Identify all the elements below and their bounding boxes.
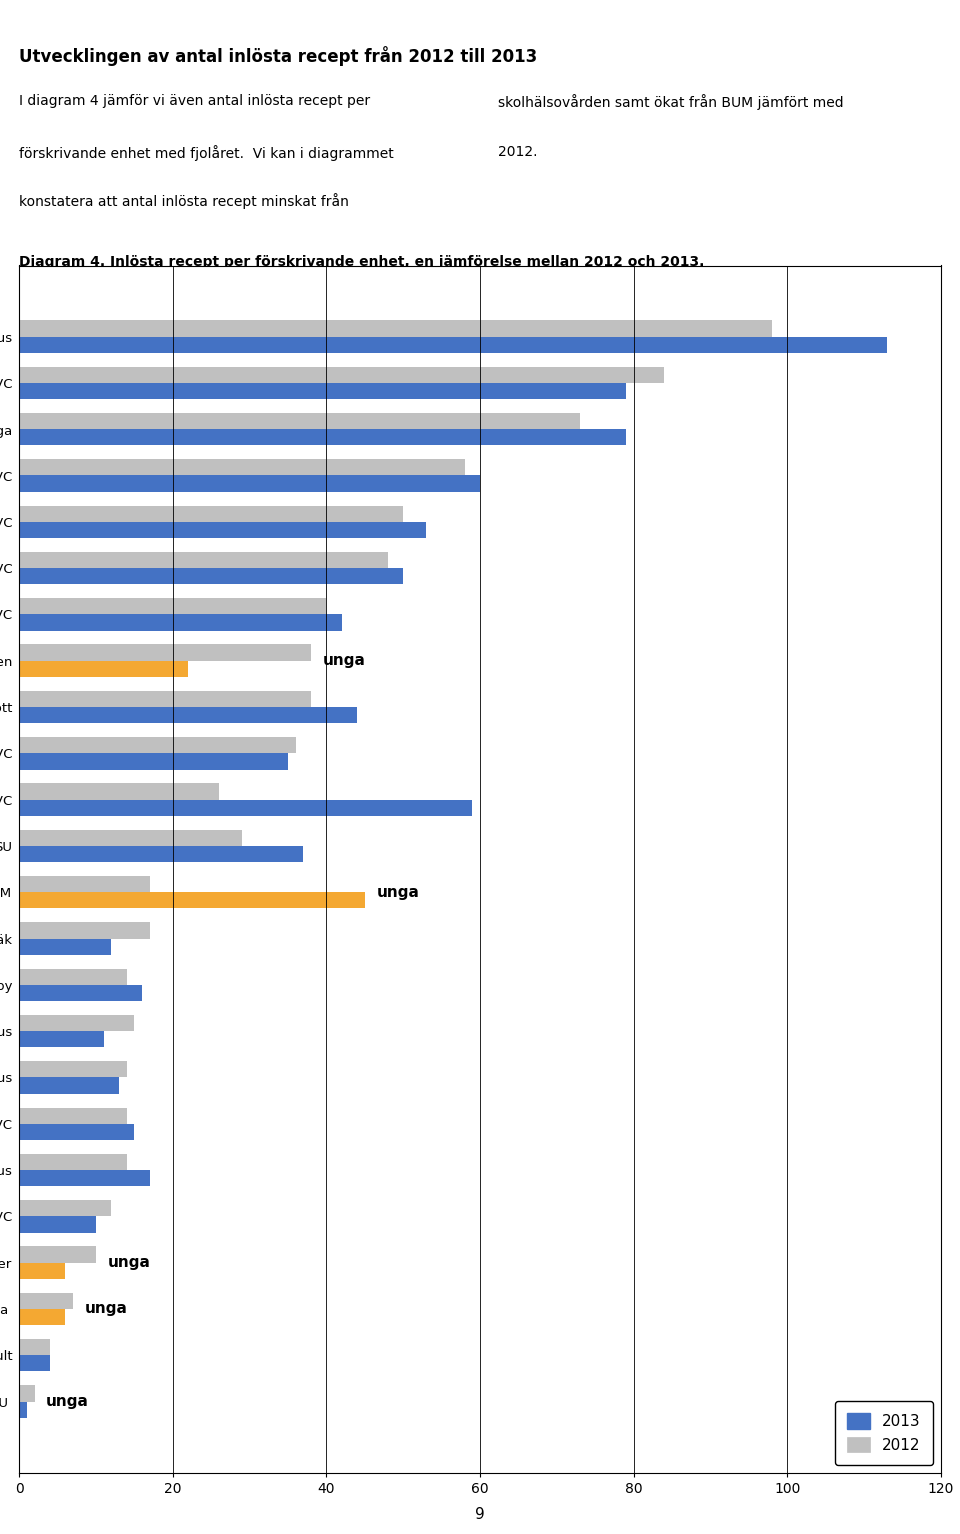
Text: unga: unga [376,885,420,900]
Bar [19,661,188,676]
Bar [19,799,472,816]
Text: konstatera att antal inlösta recept minskat från: konstatera att antal inlösta recept mins… [19,193,349,209]
Text: unga: unga [323,653,366,669]
Bar [19,1262,65,1279]
Bar [19,1200,111,1216]
Bar [19,876,150,893]
Bar [19,1170,150,1186]
Bar [19,690,311,707]
Bar [19,1062,127,1077]
Bar [19,384,626,399]
Bar [19,413,580,430]
Bar [19,1031,104,1048]
Bar [19,1077,119,1094]
Bar [19,568,403,584]
Text: unga: unga [46,1394,89,1410]
Bar [19,845,303,862]
Text: skolhälsovården samt ökat från BUM jämfört med: skolhälsovården samt ökat från BUM jämfö… [498,94,844,110]
Bar [19,1402,27,1417]
Bar [19,506,403,522]
Legend: 2013, 2012: 2013, 2012 [835,1401,933,1465]
Bar [19,1247,96,1262]
Bar [19,336,887,353]
Bar [19,1154,127,1170]
Bar [19,522,426,538]
Bar [19,707,357,723]
Bar [19,321,772,336]
Text: I diagram 4 jämför vi även antal inlösta recept per: I diagram 4 jämför vi även antal inlösta… [19,94,371,109]
Bar [19,598,326,615]
Bar [19,985,142,1002]
Bar [19,552,388,568]
Bar [19,459,465,476]
Bar [19,893,365,908]
Bar [19,1293,73,1309]
Bar [19,753,288,770]
Bar [19,784,219,799]
Bar [19,968,127,985]
Bar [19,476,480,492]
Bar [19,922,150,939]
Text: 9: 9 [475,1506,485,1522]
Bar [19,1016,134,1031]
Bar [19,738,296,753]
Bar [19,939,111,954]
Text: unga: unga [108,1255,151,1270]
Bar [19,615,342,630]
Bar [19,367,664,384]
Text: förskrivande enhet med fjolåret.  Vi kan i diagrammet: förskrivande enhet med fjolåret. Vi kan … [19,144,394,161]
Bar [19,830,242,845]
Bar [19,1309,65,1325]
Bar [19,1108,127,1124]
Bar [19,1339,50,1355]
Bar [19,430,626,445]
Text: Utvecklingen av antal inlösta recept från 2012 till 2013: Utvecklingen av antal inlösta recept frå… [19,46,538,66]
Bar [19,644,311,661]
Bar [19,1216,96,1232]
Bar [19,1124,134,1140]
Text: Diagram 4. Inlösta recept per förskrivande enhet, en jämförelse mellan 2012 och : Diagram 4. Inlösta recept per förskrivan… [19,255,705,268]
Text: 2012.: 2012. [498,144,538,160]
Text: unga: unga [84,1301,128,1316]
Bar [19,1385,35,1402]
Bar [19,1355,50,1371]
